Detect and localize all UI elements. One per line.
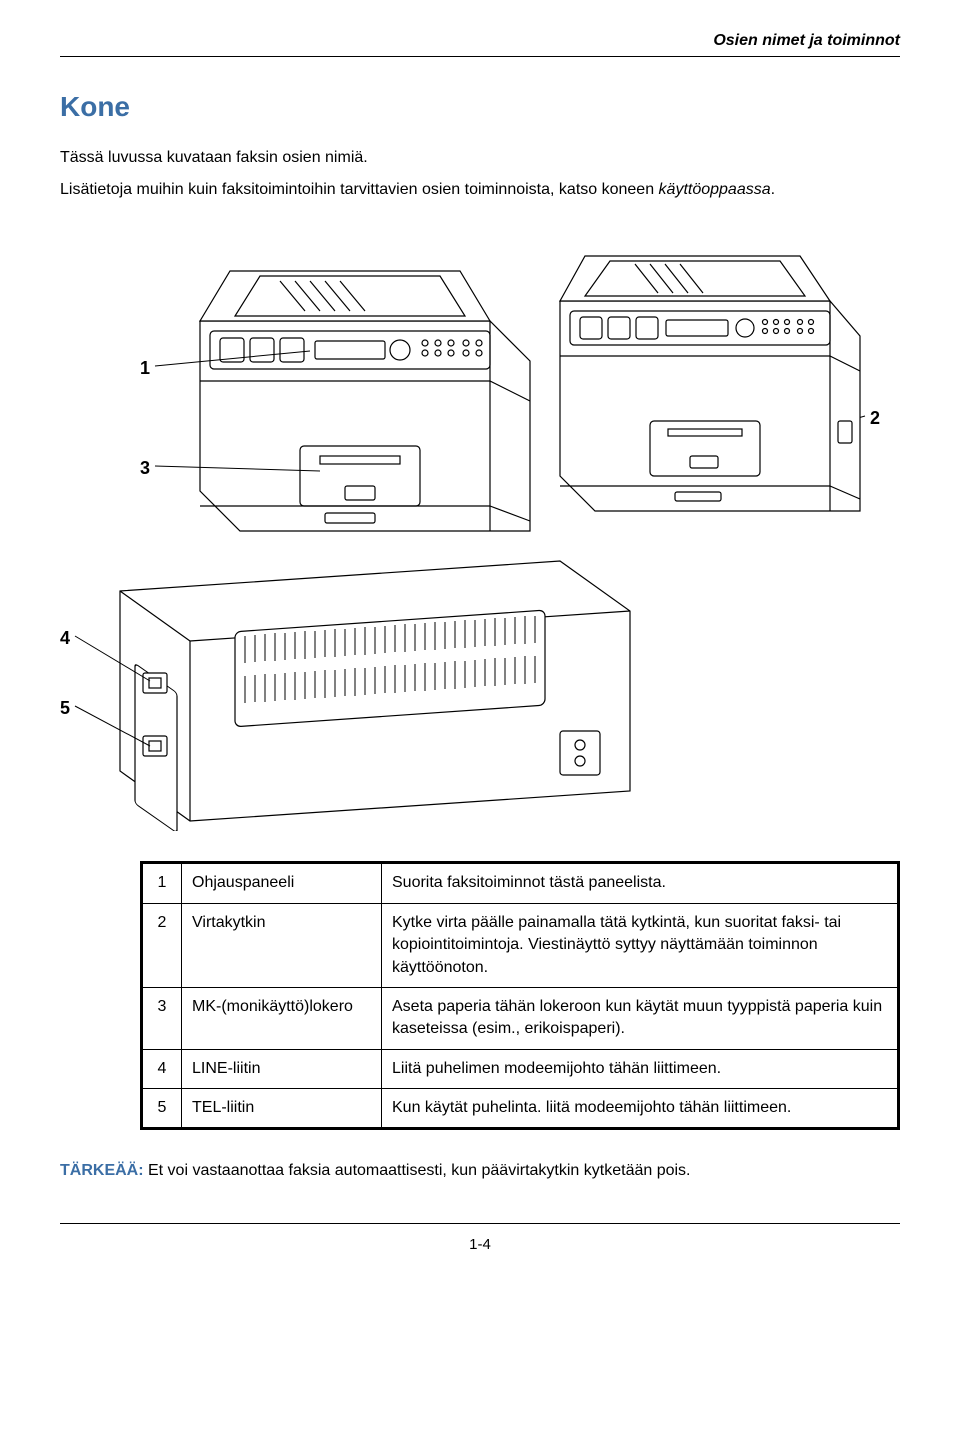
row-num: 3 (142, 987, 182, 1049)
row-name: Ohjauspaneeli (182, 863, 382, 903)
table-row: 2 Virtakytkin Kytke virta päälle painama… (142, 903, 899, 987)
row-name: Virtakytkin (182, 903, 382, 987)
important-text: Et voi vastaanottaa faksia automaattises… (144, 1162, 691, 1179)
device-svg (60, 231, 900, 831)
device-diagram: 1 2 3 4 5 (60, 231, 900, 831)
row-num: 4 (142, 1049, 182, 1088)
row-num: 2 (142, 903, 182, 987)
intro-line2-prefix: Lisätietoja muihin kuin faksitoimintoihi… (60, 181, 659, 198)
row-num: 1 (142, 863, 182, 903)
page-header-breadcrumb: Osien nimet ja toiminnot (60, 30, 900, 57)
row-name: MK-(monikäyttö)lokero (182, 987, 382, 1049)
row-desc: Suorita faksitoiminnot tästä paneelista. (382, 863, 899, 903)
row-desc: Aseta paperia tähän lokeroon kun käytät … (382, 987, 899, 1049)
page-number: 1-4 (469, 1236, 491, 1253)
table-row: 1 Ohjauspaneeli Suorita faksitoiminnot t… (142, 863, 899, 903)
row-desc: Kytke virta päälle painamalla tätä kytki… (382, 903, 899, 987)
table-row: 4 LINE-liitin Liitä puhelimen modeemijoh… (142, 1049, 899, 1088)
table-row: 3 MK-(monikäyttö)lokero Aseta paperia tä… (142, 987, 899, 1049)
parts-table: 1 Ohjauspaneeli Suorita faksitoiminnot t… (140, 861, 900, 1130)
row-num: 5 (142, 1089, 182, 1129)
page-footer: 1-4 (60, 1223, 900, 1255)
important-note: TÄRKEÄÄ: Et voi vastaanottaa faksia auto… (60, 1160, 900, 1182)
intro-line2-italic: käyttöoppaassa (659, 181, 771, 198)
section-title: Kone (60, 87, 900, 126)
intro-line2: Lisätietoja muihin kuin faksitoimintoihi… (60, 179, 900, 201)
intro-line2-suffix: . (771, 181, 775, 198)
table-row: 5 TEL-liitin Kun käytät puhelinta. liitä… (142, 1089, 899, 1129)
intro-line1: Tässä luvussa kuvataan faksin osien nimi… (60, 147, 900, 169)
important-label: TÄRKEÄÄ: (60, 1162, 144, 1179)
row-desc: Liitä puhelimen modeemijohto tähän liitt… (382, 1049, 899, 1088)
row-desc: Kun käytät puhelinta. liitä modeemijohto… (382, 1089, 899, 1129)
row-name: TEL-liitin (182, 1089, 382, 1129)
intro-text: Tässä luvussa kuvataan faksin osien nimi… (60, 147, 900, 202)
row-name: LINE-liitin (182, 1049, 382, 1088)
